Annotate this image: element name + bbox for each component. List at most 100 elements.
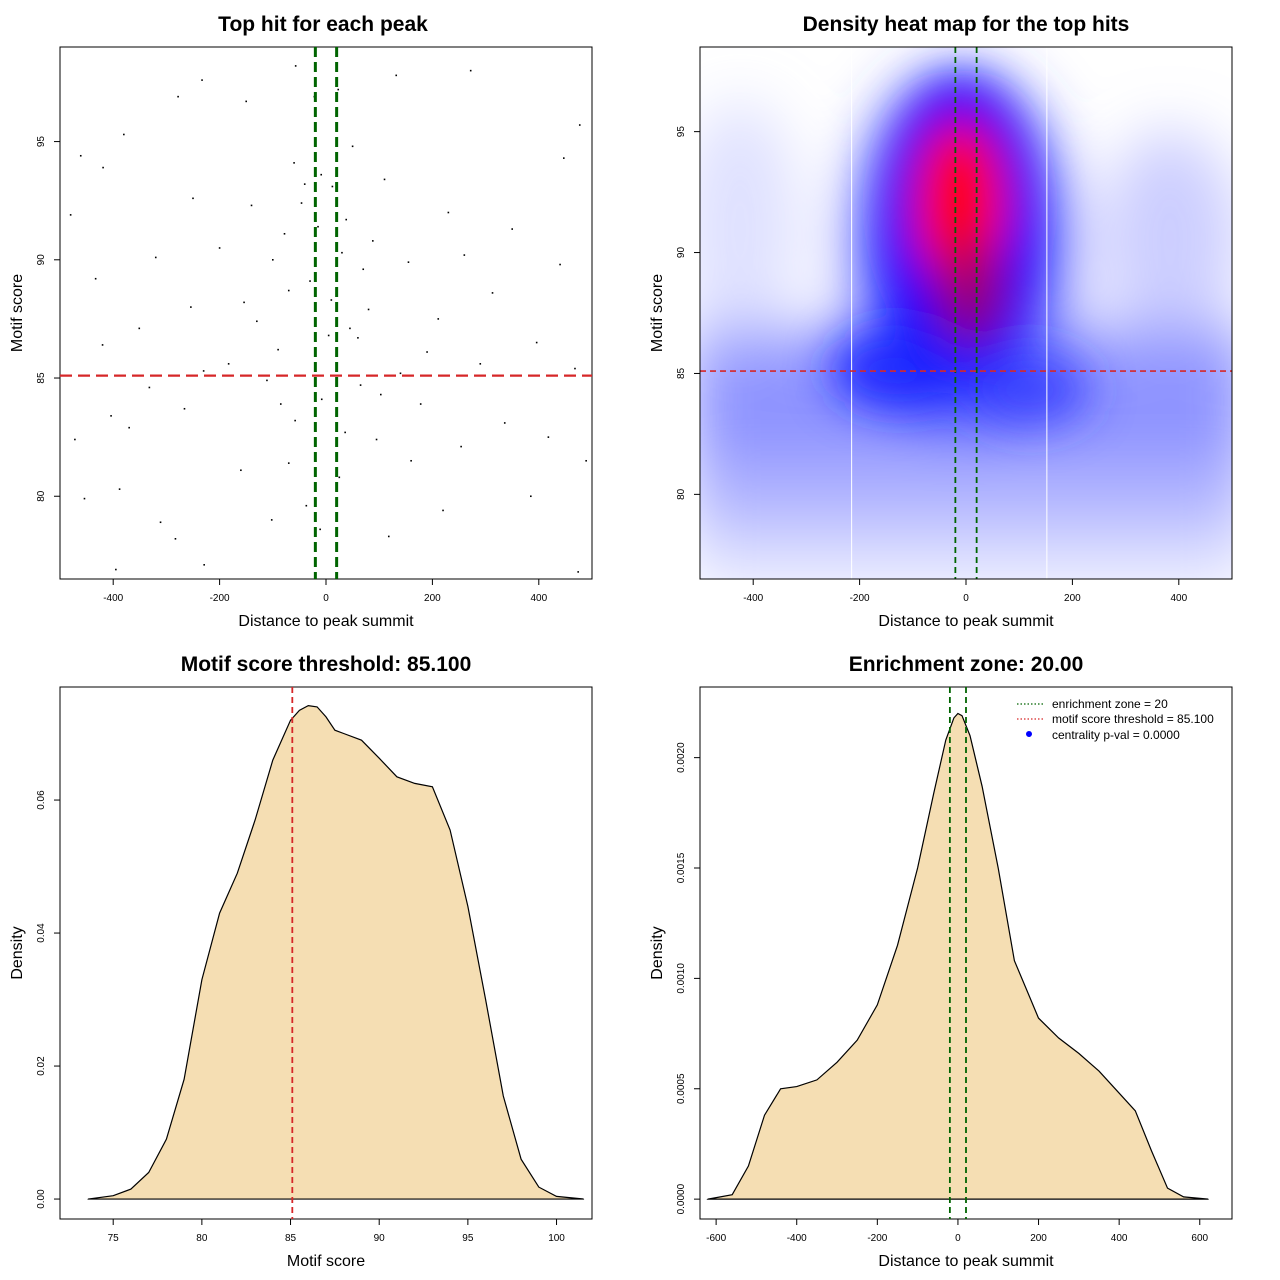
data-point [159,521,162,524]
chart-title: Top hit for each peak [218,13,428,36]
reference-lines [700,47,1232,579]
data-point [319,528,321,531]
data-point [101,344,104,346]
data-point [337,88,340,91]
y-tick-label: 85 [676,367,687,379]
x-axis-label: Motif score [287,1253,365,1270]
x-tick-label: -400 [787,1233,807,1244]
x-tick-label: 200 [1030,1233,1047,1244]
y-tick-label: 80 [36,490,47,502]
data-point [177,95,179,98]
data-point [279,403,282,405]
data-point [305,504,308,507]
x-axis-label: Distance to peak summit [878,613,1054,630]
x-tick-label: -200 [867,1233,887,1244]
x-tick-label: -600 [706,1233,726,1244]
data-point [479,363,482,365]
data-point [344,431,346,434]
data-point [375,438,378,441]
data-point [128,426,130,429]
legend-entry: centrality p-val = 0.0000 [1052,728,1180,742]
y-axis: 80 85 90 95 [676,126,700,500]
data-point [577,571,579,573]
data-point [294,65,297,67]
data-point [585,459,587,462]
data-point [303,183,306,185]
data-point [331,185,334,188]
panel-score-density: Motif score threshold: 85.100 75 80 85 90 95… [9,653,593,1270]
data-point [330,299,333,301]
data-point [387,535,390,538]
x-axis: -600 -400 -200 0 200 400 600 [706,1219,1209,1244]
x-axis: -400 -200 0 200 400 [103,579,548,604]
data-point [349,327,351,330]
panel-distance-density: Enrichment zone: 20.00 -600 -400 -200 0 200 4… [649,653,1233,1270]
data-point [379,393,382,396]
data-point [460,445,462,448]
data-point [294,419,296,422]
data-point [270,519,273,521]
density-area [706,712,1209,1200]
data-point [574,367,576,370]
x-axis: -400 -200 0 200 400 [743,579,1188,604]
y-tick-label: 0.00 [36,1189,47,1209]
data-point [243,301,245,304]
legend-entry: motif score threshold = 85.100 [1052,712,1214,726]
data-point [372,240,374,242]
data-point [327,334,330,337]
x-tick-label: 600 [1191,1233,1208,1244]
data-point [245,100,247,103]
y-tick-label: 0.0010 [676,963,687,994]
chart-title: Motif score threshold: 85.100 [181,653,472,676]
plot-frame [59,46,593,580]
data-point [227,363,230,365]
y-tick-label: 0.0020 [676,742,687,773]
x-axis-label: Distance to peak summit [238,613,414,630]
chart-title: Density heat map for the top hits [803,13,1130,36]
x-tick-label: 85 [285,1233,297,1244]
x-tick-label: -200 [850,593,870,604]
data-point [287,462,290,464]
x-tick-label: 75 [108,1233,120,1244]
data-point [118,488,121,490]
data-point [419,403,422,405]
x-tick-label: 400 [1111,1233,1128,1244]
y-axis-label: Density [9,926,26,979]
x-tick-label: 100 [548,1233,565,1244]
data-point [102,166,104,169]
data-point [395,74,398,77]
legend-key-pval [1026,731,1032,737]
data-point [535,341,538,344]
data-point [69,214,72,216]
x-tick-label: 200 [1064,593,1081,604]
data-point [203,564,205,566]
x-tick-label: -400 [743,593,763,604]
panel-scatter: Top hit for each peak -400 -200 0 200 400 80… [9,13,593,630]
y-tick-label: 0.0000 [676,1183,687,1214]
x-tick-label: 90 [374,1233,386,1244]
data-point [491,292,494,294]
data-point [511,228,513,230]
x-tick-label: 400 [1170,593,1187,604]
data-point [115,568,117,571]
data-point [442,509,444,512]
x-axis: 75 80 85 90 95 100 [108,1219,565,1244]
data-point [320,398,323,401]
data-point [547,436,550,438]
data-point [218,247,221,249]
density-curve [87,704,585,1200]
data-point [563,157,565,159]
data-point [283,232,286,235]
y-tick-label: 95 [676,126,687,138]
y-tick-label: 95 [36,136,47,148]
density-curve [706,712,1209,1200]
y-tick-label: 90 [676,247,687,259]
data-point [174,538,177,540]
data-point [110,415,112,417]
y-tick-label: 0.02 [36,1056,47,1076]
data-point [272,259,274,261]
x-tick-label: 0 [323,593,329,604]
panel-heatmap: Density heat map for the top hits -400 -2… [649,13,1233,630]
data-point [367,308,370,311]
data-point [123,133,125,136]
